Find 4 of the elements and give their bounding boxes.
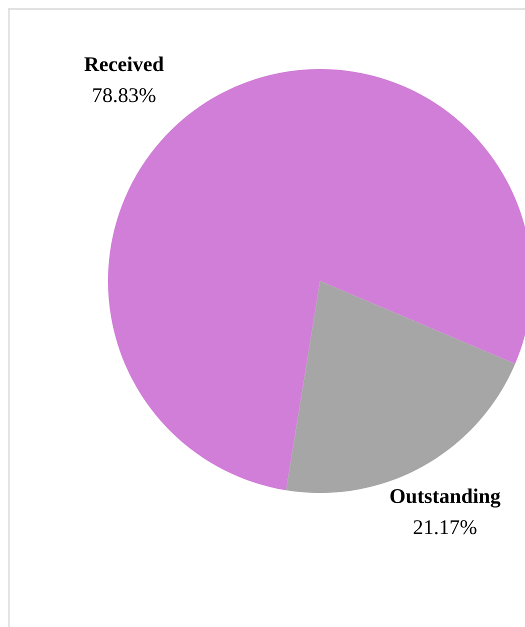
- slice-label: Received: [84, 56, 164, 72]
- slice-label: Outstanding: [390, 488, 500, 508]
- data-label: 78.83%: [93, 88, 156, 102]
- data-label: 21.17%: [414, 520, 476, 534]
